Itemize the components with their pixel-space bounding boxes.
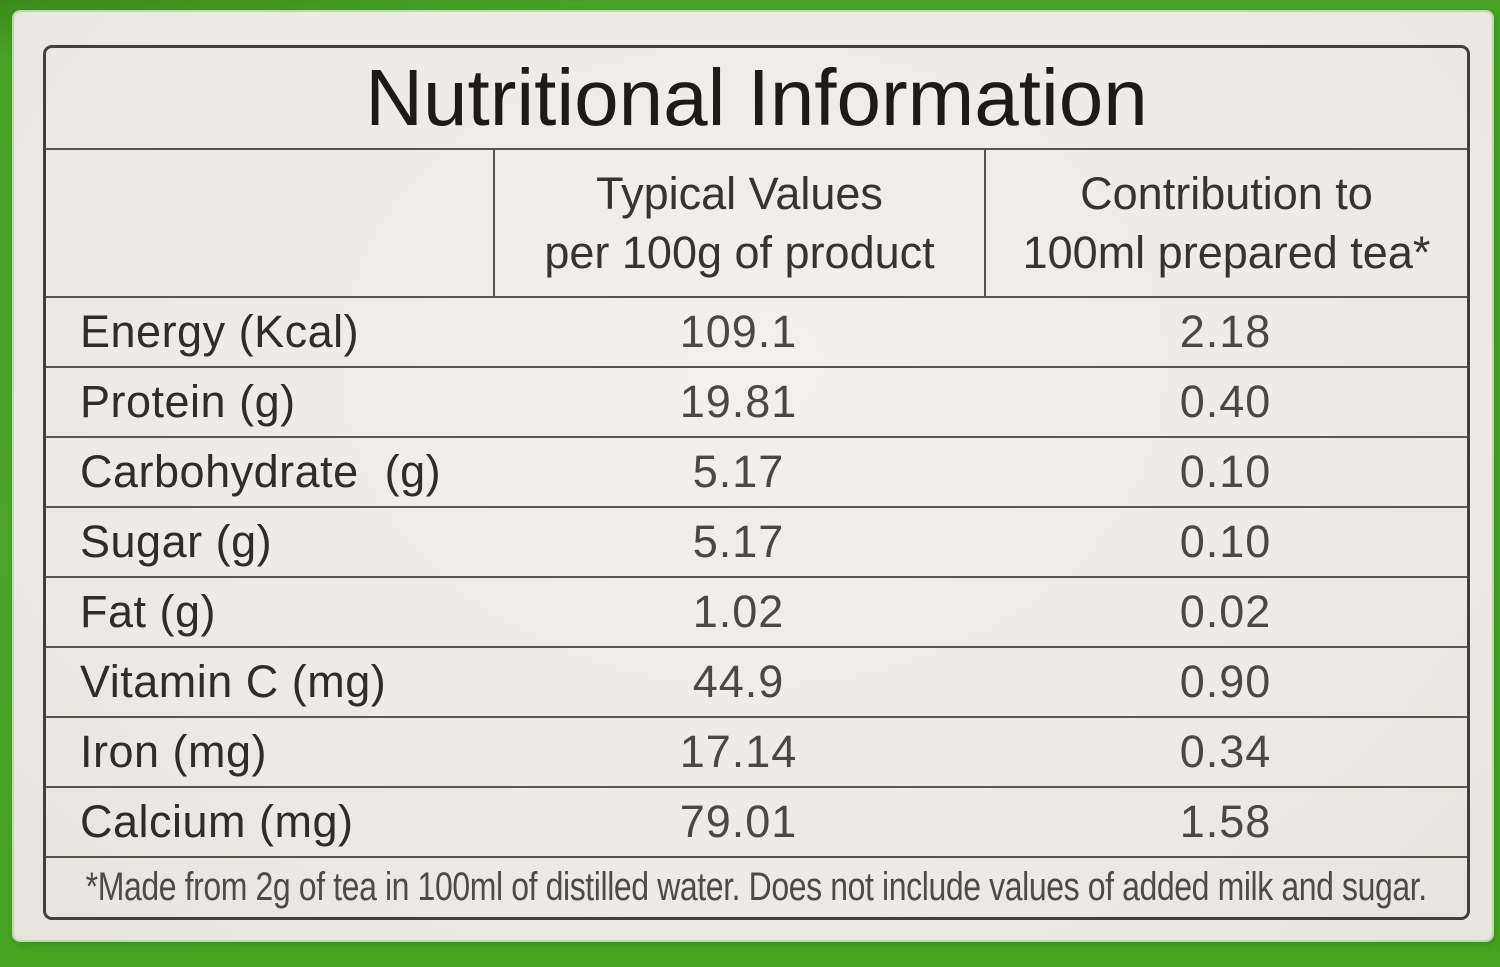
nutrient-label: Vitamin C (mg) [80, 656, 387, 707]
table-row-energy: Energy (Kcal) 109.1 2.18 [46, 296, 1467, 366]
table-header-row: Typical Values per 100g of product Contr… [46, 148, 1467, 296]
per-100g-value: 44.9 [692, 656, 785, 707]
per-100ml-value: 0.40 [1179, 376, 1272, 427]
table-row-fat: Fat (g) 1.02 0.02 [46, 576, 1467, 646]
header-contribution-line1: Contribution to [1080, 167, 1373, 219]
table-footnote-row: *Made from 2g of tea in 100ml of distill… [46, 856, 1467, 917]
nutrient-label: Iron (mg) [80, 726, 268, 777]
nutrient-label: Carbohydrate (g) [80, 446, 442, 497]
nutrition-label-card: Nutritional Information Typical Values p… [14, 12, 1492, 940]
header-contribution-line2: 100ml prepared tea* [1022, 227, 1431, 278]
per-100ml-value: 0.10 [1179, 446, 1272, 497]
header-empty-cell [46, 150, 493, 296]
table-row-carbohydrate: Carbohydrate (g) 5.17 0.10 [46, 436, 1467, 506]
per-100g-value: 5.17 [692, 516, 785, 567]
nutrient-label: Calcium (mg) [80, 796, 354, 847]
per-100ml-value: 2.18 [1179, 306, 1272, 357]
per-100g-value: 109.1 [679, 306, 798, 357]
footnote-text: *Made from 2g of tea in 100ml of distill… [85, 865, 1428, 909]
per-100ml-value: 1.58 [1179, 796, 1272, 847]
table-row-sugar: Sugar (g) 5.17 0.10 [46, 506, 1467, 576]
header-typical-values-line1: Typical Values [596, 167, 883, 219]
per-100ml-value: 0.10 [1179, 516, 1272, 567]
header-contribution: Contribution to 100ml prepared tea* [984, 150, 1467, 296]
per-100g-value: 19.81 [679, 376, 798, 427]
table-row-iron: Iron (mg) 17.14 0.34 [46, 716, 1467, 786]
per-100ml-value: 0.90 [1179, 656, 1272, 707]
table-row-vitamin-c: Vitamin C (mg) 44.9 0.90 [46, 646, 1467, 716]
per-100g-value: 79.01 [679, 796, 798, 847]
header-typical-values: Typical Values per 100g of product [493, 150, 984, 296]
per-100g-value: 1.02 [692, 586, 785, 637]
per-100ml-value: 0.34 [1179, 726, 1272, 777]
table-title: Nutritional Information [365, 53, 1148, 142]
table-title-row: Nutritional Information [46, 48, 1467, 148]
per-100ml-value: 0.02 [1179, 586, 1272, 637]
per-100g-value: 5.17 [692, 446, 785, 497]
table-row-protein: Protein (g) 19.81 0.40 [46, 366, 1467, 436]
header-typical-values-line2: per 100g of product [544, 227, 935, 278]
nutrient-label: Sugar (g) [80, 516, 273, 567]
nutrient-label: Protein (g) [80, 376, 296, 427]
nutrient-label: Energy (Kcal) [80, 306, 360, 357]
nutrition-table: Nutritional Information Typical Values p… [43, 45, 1470, 920]
table-row-calcium: Calcium (mg) 79.01 1.58 [46, 786, 1467, 856]
nutrient-label: Fat (g) [80, 586, 217, 637]
per-100g-value: 17.14 [679, 726, 798, 777]
